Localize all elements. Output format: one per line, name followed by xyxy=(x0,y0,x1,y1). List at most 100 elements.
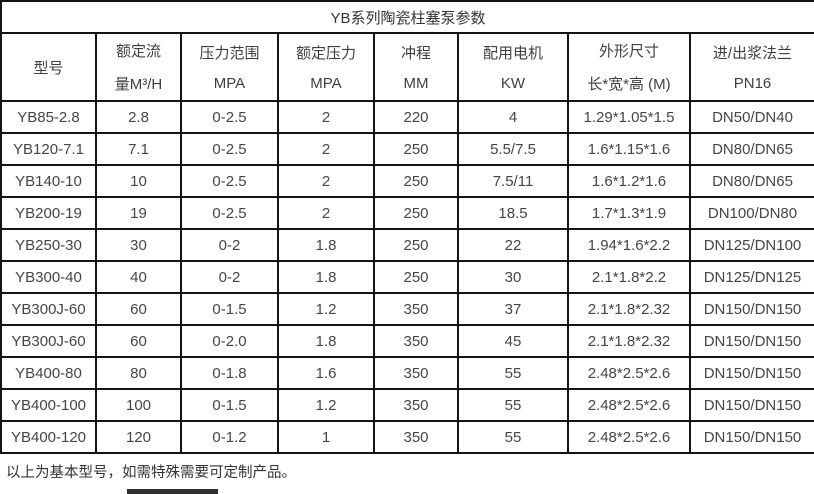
table-cell: 0-2.5 xyxy=(180,132,279,166)
table-cell: 0-2 xyxy=(180,228,279,262)
table-row: YB120-7.1 7.1 0-2.5 2 250 5.5/7.5 1.6*1.15*1.6… xyxy=(0,132,814,166)
table-cell: YB400-120 xyxy=(0,420,97,454)
table-cell: 2.8 xyxy=(95,100,182,134)
table-row: YB85-2.8 2.8 0-2.5 2 220 4 1.29*1.05*1.5 DN50/D… xyxy=(0,100,814,134)
table-cell: 1.8 xyxy=(277,228,375,262)
table-row: YB400-80 80 0-1.8 1.6 350 55 2.48*2.5*2.6 DN150… xyxy=(0,356,814,390)
table-cell: 250 xyxy=(373,228,459,262)
table-cell: YB200-19 xyxy=(0,196,97,230)
table-row: YB300J-60 60 0-1.5 1.2 350 37 2.1*1.8*2.32 DN15… xyxy=(0,292,814,326)
table-row: YB400-120 120 0-1.2 1 350 55 2.48*2.5*2.6 DN150… xyxy=(0,420,814,454)
table-cell: 7.5/11 xyxy=(457,164,569,198)
table-cell: 0-2 xyxy=(180,260,279,294)
table-cell: 2.1*1.8*2.32 xyxy=(567,324,691,358)
table-cell: 1.94*1.6*2.2 xyxy=(567,228,691,262)
column-header-unit: 量M³/H xyxy=(114,76,163,93)
table-cell: 120 xyxy=(95,420,182,454)
table-row: YB300J-60 60 0-2.0 1.8 350 45 2.1*1.8*2.32 DN15… xyxy=(0,324,814,358)
table-cell: 0-1.8 xyxy=(180,356,279,390)
column-header-label: 压力范围 xyxy=(199,45,260,62)
table-cell: YB140-10 xyxy=(0,164,97,198)
table-cell: 220 xyxy=(373,100,459,134)
table-cell: 350 xyxy=(373,388,459,422)
table-cell: 30 xyxy=(95,228,182,262)
table-cell: 2.48*2.5*2.6 xyxy=(567,356,691,390)
table-cell: 1.6*1.15*1.6 xyxy=(567,132,691,166)
table-cell: 2 xyxy=(277,164,375,198)
table-cell: DN150/DN150 xyxy=(688,388,814,422)
table-cell: 18.5 xyxy=(457,196,569,230)
table-cell: 0-2.5 xyxy=(180,164,279,198)
table-cell: 0-1.5 xyxy=(180,388,279,422)
table-cell: 250 xyxy=(373,164,459,198)
table-cell: DN125/DN125 xyxy=(688,260,814,294)
table-row: YB140-10 10 0-2.5 2 250 7.5/11 1.6*1.2*1.6 DN80… xyxy=(0,164,814,198)
table-cell: DN150/DN150 xyxy=(688,420,814,454)
table-body: YB85-2.8 2.8 0-2.5 2 220 4 1.29*1.05*1.5 DN50/D… xyxy=(0,100,814,454)
table-cell: 1.2 xyxy=(277,388,375,422)
table-cell: 80 xyxy=(95,356,182,390)
table-cell: DN150/DN150 xyxy=(688,356,814,390)
column-header-label: 额定流 xyxy=(115,43,161,60)
table-cell: 2.1*1.8*2.32 xyxy=(567,292,691,326)
table-row: YB300-40 40 0-2 1.8 250 30 2.1*1.8*2.2 DN125/DN… xyxy=(0,260,814,294)
table-cell: YB120-7.1 xyxy=(0,132,97,166)
table-cell: 1.8 xyxy=(277,260,375,294)
table-title: YB系列陶瓷柱塞泵参数 xyxy=(0,0,814,34)
column-header-unit: MPA xyxy=(213,75,246,92)
table-cell: 30 xyxy=(457,260,569,294)
table-cell: 2 xyxy=(277,100,375,134)
column-header-unit: MPA xyxy=(310,75,342,92)
table-row: YB250-30 30 0-2 1.8 250 22 1.94*1.6*2.2 DN125/D… xyxy=(0,228,814,262)
table-cell: 350 xyxy=(373,292,459,326)
table-cell: 2.48*2.5*2.6 xyxy=(567,388,691,422)
table-cell: 10 xyxy=(95,164,182,198)
column-header-unit: MM xyxy=(403,75,429,92)
table-cell: 2.1*1.8*2.2 xyxy=(567,260,691,294)
column-header-label: 进/出浆法兰 xyxy=(712,45,793,62)
table-cell: 55 xyxy=(457,420,569,454)
column-header-label: 配用电机 xyxy=(482,45,543,62)
table-cell: DN125/DN100 xyxy=(688,228,814,262)
table-title-row: YB系列陶瓷柱塞泵参数 xyxy=(0,0,814,34)
table-row: YB400-100 100 0-1.5 1.2 350 55 2.48*2.5*2.6 DN1… xyxy=(0,388,814,422)
table-cell: YB300J-60 xyxy=(0,292,97,326)
cutoff-element-bar xyxy=(127,489,218,494)
column-header-unit: PN16 xyxy=(733,75,772,92)
table-cell: 1.6 xyxy=(277,356,375,390)
table-cell: 1.29*1.05*1.5 xyxy=(567,100,691,134)
pump-parameters-table: YB系列陶瓷柱塞泵参数 型号 额定流 量M³/H 压力范围 MPA 额定压力 xyxy=(0,0,814,454)
table-cell: 350 xyxy=(373,324,459,358)
column-header-stroke: 冲程 MM xyxy=(373,32,459,102)
table-row: YB200-19 19 0-2.5 2 250 18.5 1.7*1.3*1.9 DN100/… xyxy=(0,196,814,230)
column-header-label: 额定压力 xyxy=(295,45,356,62)
table-cell: YB250-30 xyxy=(0,228,97,262)
table-cell: DN50/DN40 xyxy=(688,100,814,134)
table-cell: 0-2.5 xyxy=(180,100,279,134)
table-cell: 250 xyxy=(373,260,459,294)
table-cell: 40 xyxy=(95,260,182,294)
table-cell: 0-1.5 xyxy=(180,292,279,326)
column-header-motor: 配用电机 KW xyxy=(457,32,569,102)
table-cell: 1.6*1.2*1.6 xyxy=(567,164,691,198)
table-cell: 37 xyxy=(457,292,569,326)
table-cell: YB300-40 xyxy=(0,260,97,294)
table-cell: YB400-100 xyxy=(0,388,97,422)
table-cell: DN150/DN150 xyxy=(688,292,814,326)
table-cell: 60 xyxy=(95,292,182,326)
table-cell: DN80/DN65 xyxy=(688,164,814,198)
column-header-label: 外形尺寸 xyxy=(598,43,659,60)
table-cell: 55 xyxy=(457,356,569,390)
table-cell: 1.7*1.3*1.9 xyxy=(567,196,691,230)
column-header-model: 型号 xyxy=(0,32,97,102)
footer-note: 以上为基本型号，如需特殊需要可定制产品。 xyxy=(6,465,296,481)
column-header-rated-pressure: 额定压力 MPA xyxy=(277,32,375,102)
column-header-pressure-range: 压力范围 MPA xyxy=(180,32,279,102)
table-cell: 100 xyxy=(95,388,182,422)
column-header-label: 冲程 xyxy=(400,45,431,62)
table-cell: DN80/DN65 xyxy=(688,132,814,166)
table-cell: YB400-80 xyxy=(0,356,97,390)
table-cell: 2 xyxy=(277,132,375,166)
table-cell: 0-2.5 xyxy=(180,196,279,230)
table-cell: 5.5/7.5 xyxy=(457,132,569,166)
